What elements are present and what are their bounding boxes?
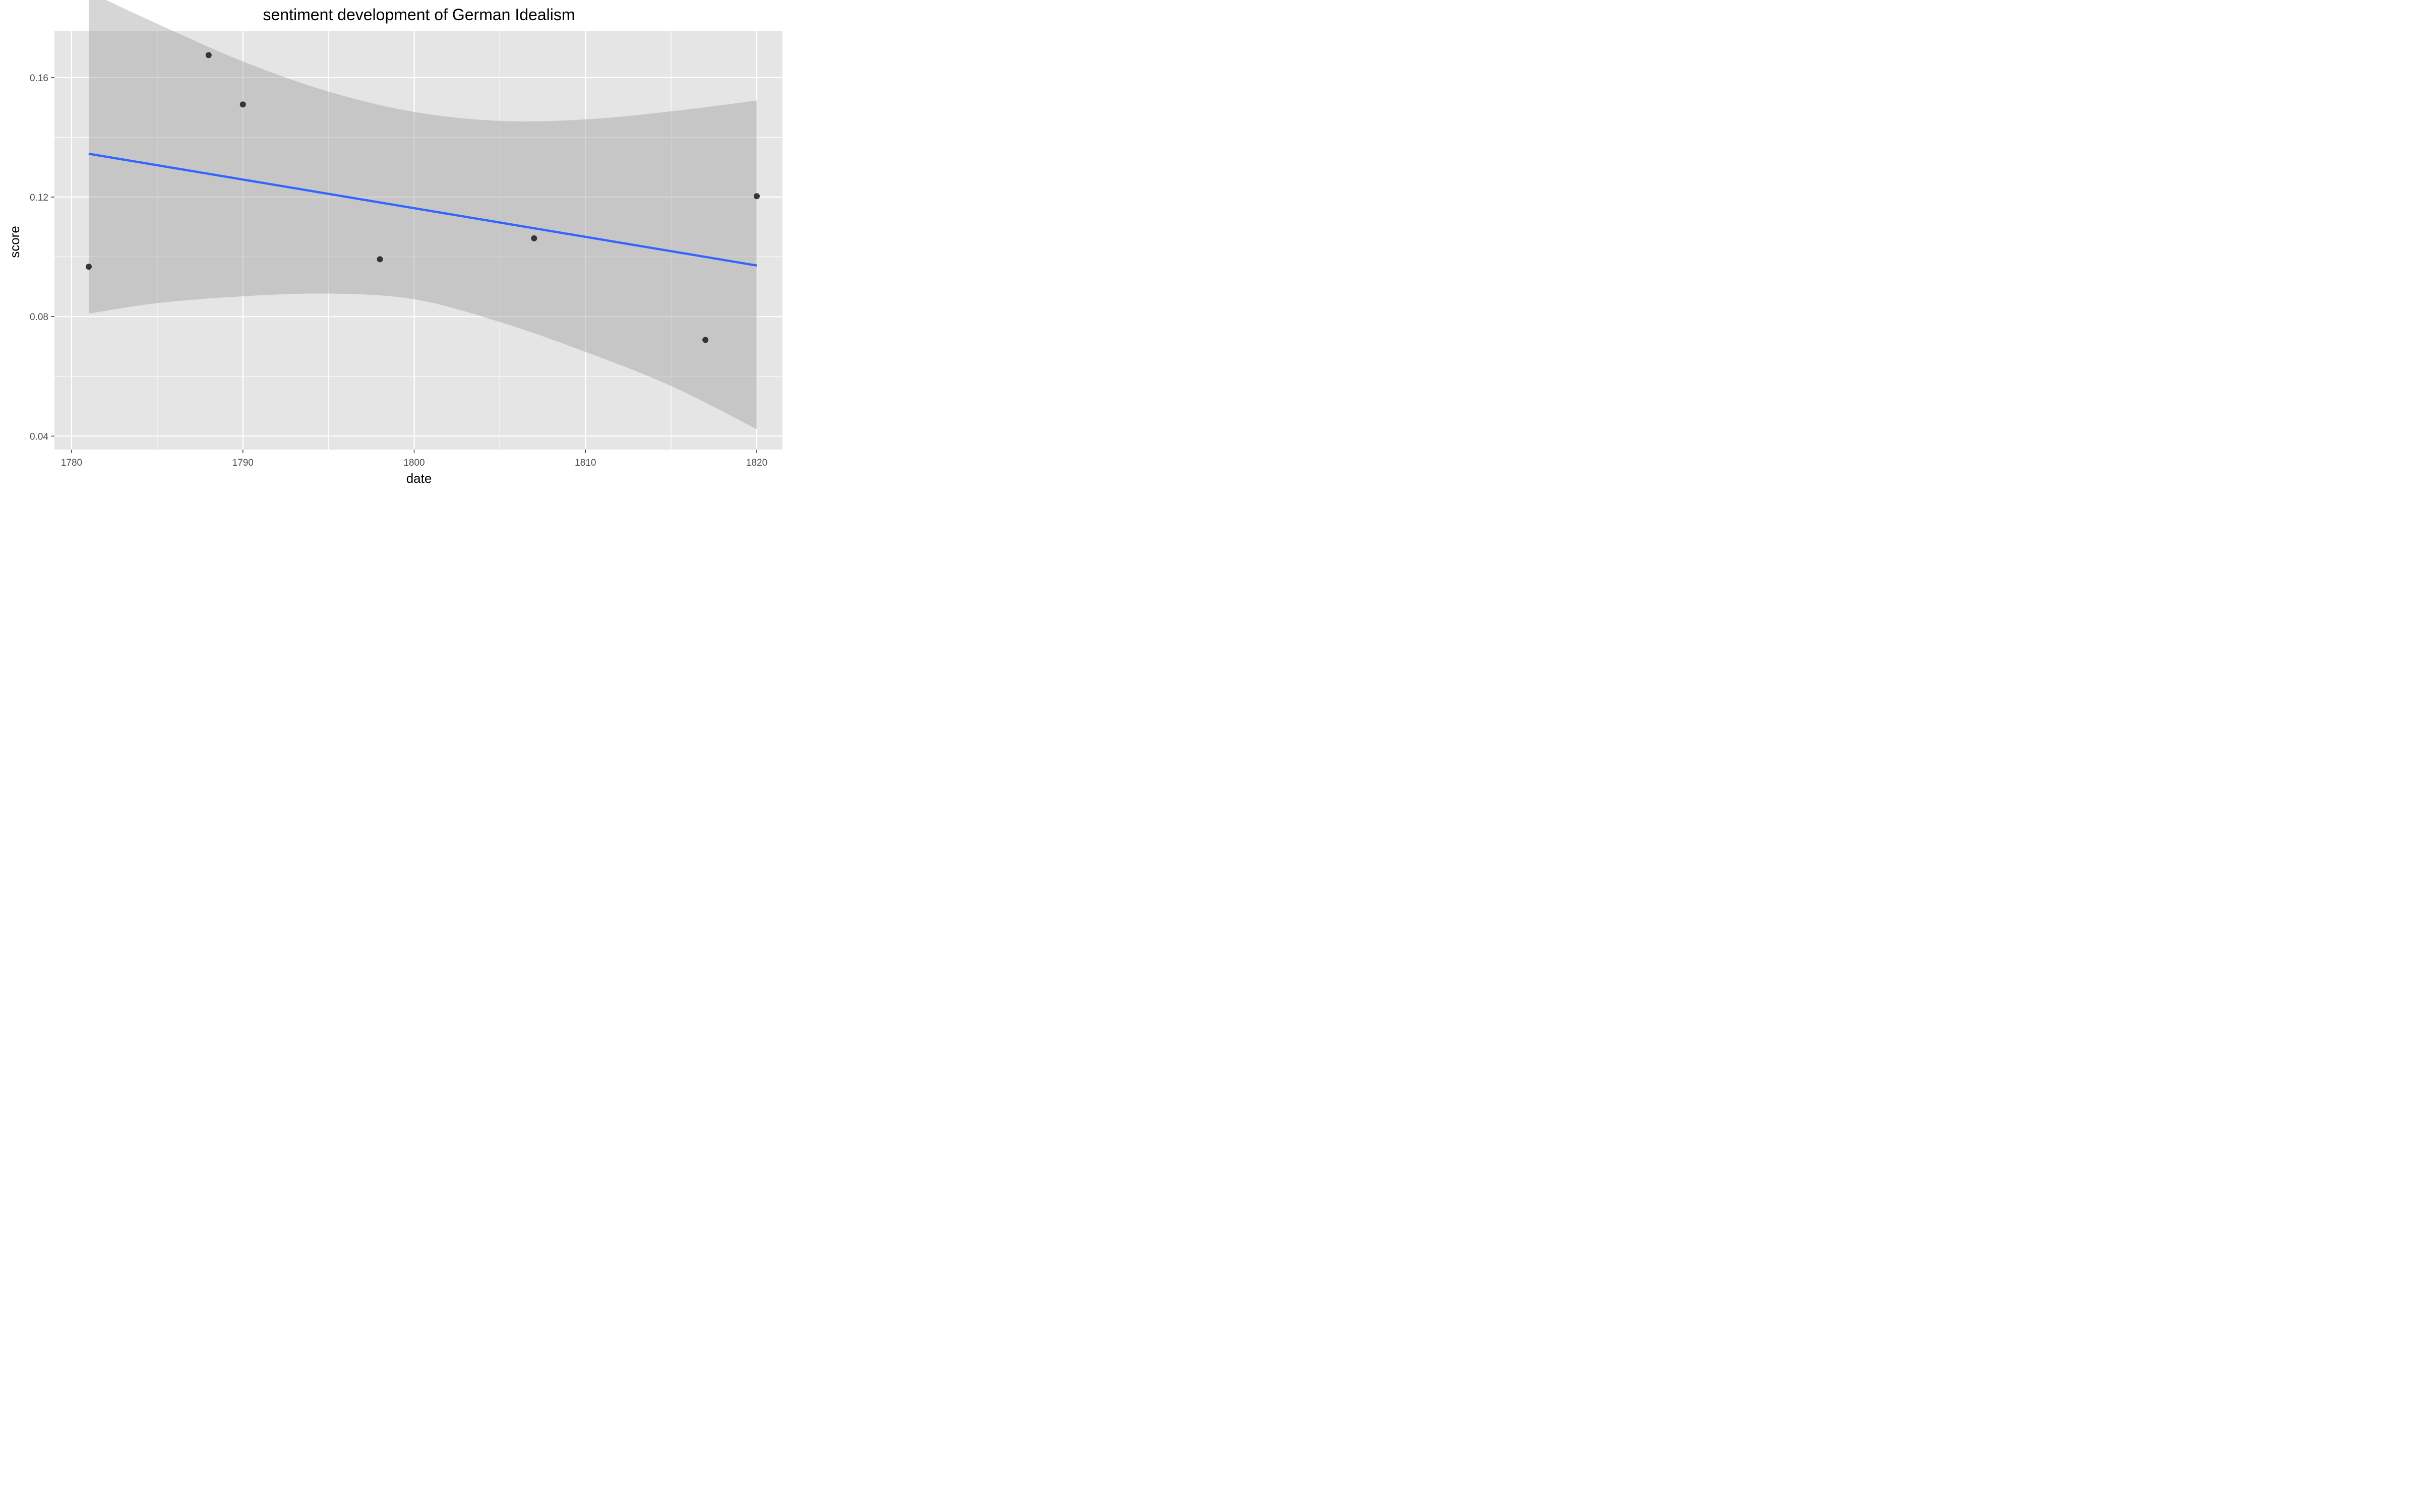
- x-tick-label: 1790: [232, 458, 254, 468]
- x-tick-label: 1800: [403, 458, 425, 468]
- chart: sentiment development of German Idealism…: [7, 0, 782, 486]
- data-point: [377, 256, 383, 263]
- x-axis-title: date: [406, 471, 432, 486]
- minor-gridlines: [54, 31, 782, 450]
- y-axis: 0.04 0.08 0.12 0.16: [30, 73, 54, 442]
- x-axis: 1780 1790 1800 1810 1820: [61, 450, 767, 468]
- y-tick-label: 0.12: [30, 193, 48, 203]
- chart-title: sentiment development of German Idealism: [263, 6, 575, 24]
- data-point: [205, 52, 212, 58]
- data-point: [702, 337, 709, 343]
- y-tick-label: 0.16: [30, 73, 48, 84]
- x-tick-label: 1780: [61, 458, 82, 468]
- data-point: [754, 193, 760, 200]
- data-point: [239, 101, 246, 108]
- x-tick-label: 1810: [575, 458, 596, 468]
- data-point: [531, 235, 537, 241]
- major-gridlines: [54, 31, 782, 450]
- x-tick-label: 1820: [746, 458, 767, 468]
- y-tick-label: 0.04: [30, 431, 48, 442]
- plot-panel: [54, 31, 782, 450]
- trend-line: [88, 152, 757, 267]
- confidence-band: [88, 0, 757, 429]
- y-tick-label: 0.08: [30, 312, 48, 323]
- y-axis-title: score: [7, 226, 22, 258]
- data-point: [85, 264, 92, 270]
- data-points: [85, 52, 760, 343]
